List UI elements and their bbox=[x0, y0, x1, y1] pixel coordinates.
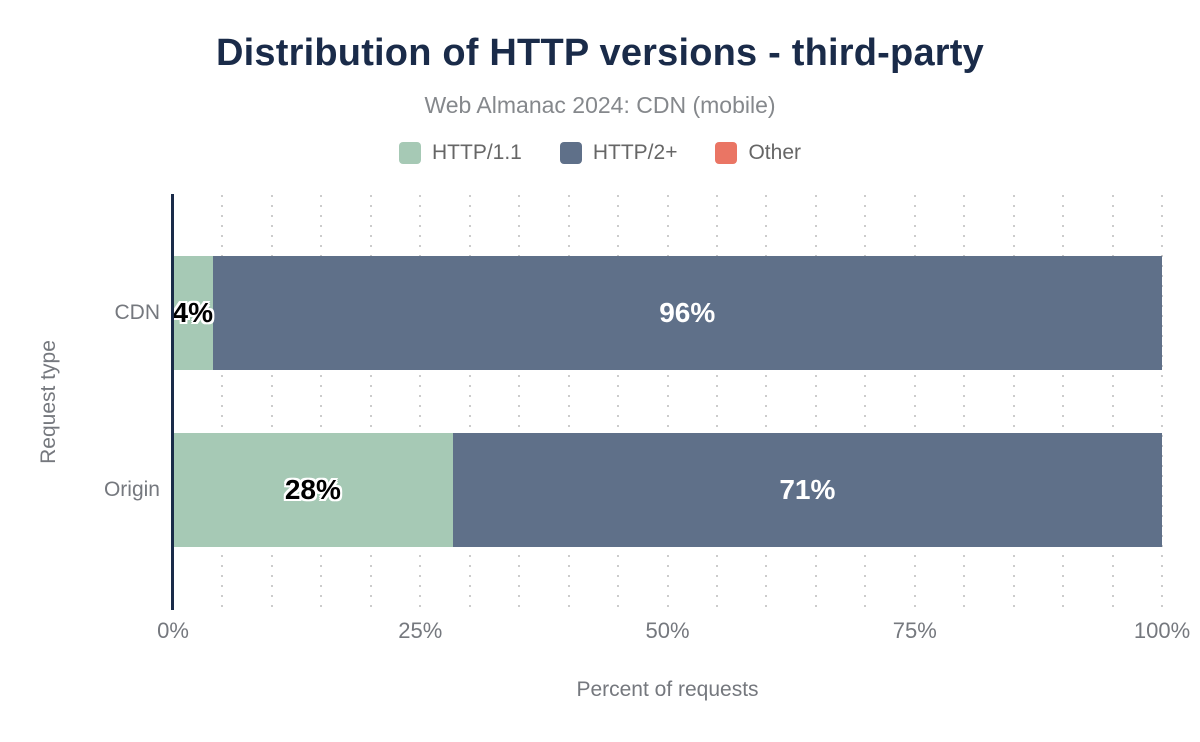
x-axis-title: Percent of requests bbox=[576, 678, 759, 701]
x-tick-label: 75% bbox=[892, 618, 937, 643]
legend-item-1[interactable]: HTTP/2+ bbox=[559, 141, 678, 165]
legend-item-2[interactable]: Other bbox=[715, 141, 801, 165]
legend-label: Other bbox=[748, 141, 801, 164]
x-tick-label: 25% bbox=[398, 618, 443, 643]
bar-segment-cdn-http2[interactable]: 96% bbox=[212, 256, 1162, 370]
gridline bbox=[1062, 195, 1065, 610]
bar-value-label: 71% bbox=[779, 474, 836, 505]
bar-row-origin: Origin 28% 71% bbox=[104, 433, 1162, 547]
gridline bbox=[1161, 195, 1163, 610]
legend-swatch-icon bbox=[399, 142, 421, 164]
y-category-label: CDN bbox=[114, 301, 161, 324]
gridline bbox=[913, 195, 916, 610]
gridline bbox=[468, 195, 471, 610]
y-axis-title: Request type bbox=[37, 340, 60, 464]
gridline bbox=[221, 195, 224, 610]
gridline bbox=[1012, 195, 1015, 610]
gridline bbox=[320, 195, 323, 610]
legend-swatch-icon bbox=[559, 142, 582, 164]
legend-label: HTTP/2+ bbox=[592, 141, 678, 164]
gridline bbox=[567, 195, 570, 610]
gridline bbox=[864, 195, 867, 610]
gridline bbox=[419, 195, 422, 610]
bar-segment-origin-http2[interactable]: 71% bbox=[452, 433, 1162, 547]
bar-row-cdn: CDN 4% 96% bbox=[115, 256, 1162, 370]
gridline bbox=[666, 195, 669, 610]
bar-value-label: 4% bbox=[172, 297, 214, 328]
plot-area: CDN 4% 96% Origin 28% 71% 0% 25% 50% 75% 100% bbox=[104, 194, 1190, 643]
gridline bbox=[1111, 195, 1114, 610]
gridline bbox=[518, 195, 521, 610]
legend-item-0[interactable]: HTTP/1.1 bbox=[399, 141, 522, 165]
x-tick-label: 0% bbox=[157, 618, 189, 643]
gridline bbox=[814, 195, 817, 610]
x-tick-label: 50% bbox=[645, 618, 690, 643]
y-category-label: Origin bbox=[103, 478, 160, 501]
legend-label: HTTP/1.1 bbox=[432, 141, 522, 164]
gridline bbox=[270, 195, 273, 610]
gridline bbox=[369, 195, 372, 610]
bar-segment-cdn-http11[interactable]: 4% bbox=[173, 256, 213, 370]
bar-segment-origin-http11[interactable]: 28% bbox=[173, 433, 453, 547]
gridline bbox=[617, 195, 620, 610]
gridline bbox=[963, 195, 966, 610]
gridline bbox=[765, 195, 768, 610]
legend: HTTP/1.1 HTTP/2+ Other bbox=[0, 141, 1200, 165]
y-axis-line bbox=[171, 194, 174, 610]
x-tick-label: 100% bbox=[1133, 618, 1191, 643]
legend-swatch-icon bbox=[715, 142, 738, 164]
bar-value-label: 28% bbox=[284, 474, 341, 505]
bar-value-label: 96% bbox=[659, 297, 716, 328]
chart-title: Distribution of HTTP versions - third-pa… bbox=[216, 32, 984, 74]
chart-subtitle: Web Almanac 2024: CDN (mobile) bbox=[424, 92, 776, 118]
gridline bbox=[715, 195, 718, 610]
